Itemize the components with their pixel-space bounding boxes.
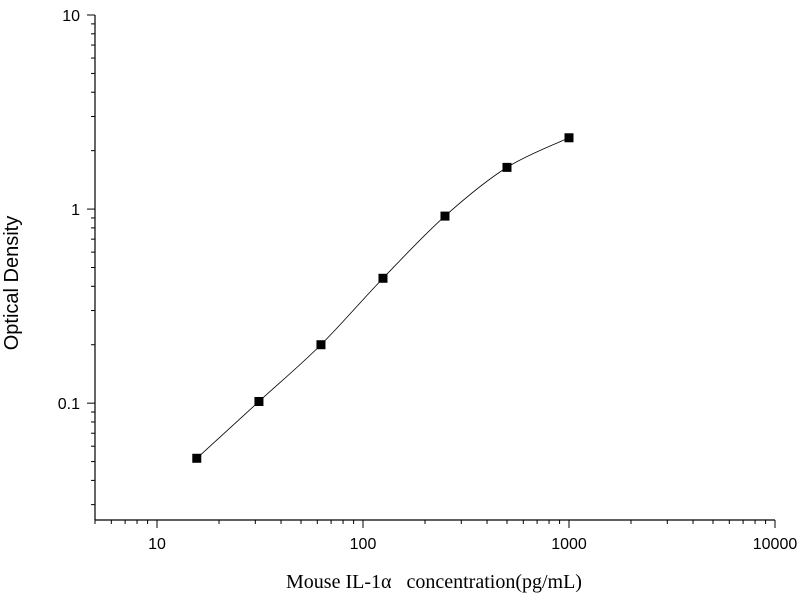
data-point — [254, 396, 264, 406]
x-tick-label: 100 — [350, 536, 377, 553]
data-points — [192, 133, 574, 463]
x-axis-title: Mouse IL-1α concentration(pg/mL) — [286, 571, 582, 593]
x-tick-label: 10 — [148, 536, 166, 553]
data-point — [440, 211, 450, 221]
y-axis-title: Optical Density — [1, 216, 23, 351]
tick-labels: 10 100 1000 10000 0.1 1 10 — [58, 8, 798, 553]
data-point — [316, 340, 326, 350]
data-point — [192, 453, 202, 463]
x-tick-label: 1000 — [551, 536, 587, 553]
axes — [94, 15, 775, 521]
data-point — [564, 133, 574, 143]
y-tick-label: 0.1 — [58, 396, 80, 413]
axis-ticks — [87, 14, 776, 528]
data-point — [502, 162, 512, 172]
fit-curve — [196, 137, 570, 459]
x-tick-label: 10000 — [753, 536, 798, 553]
y-tick-label: 10 — [62, 8, 80, 25]
y-tick-label: 1 — [71, 202, 80, 219]
data-point — [378, 273, 388, 283]
